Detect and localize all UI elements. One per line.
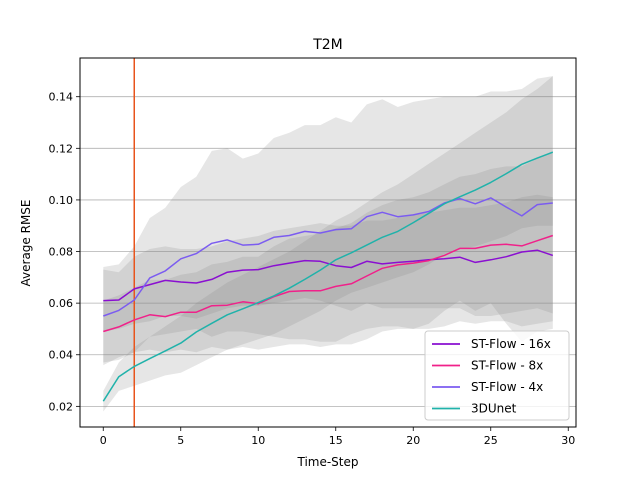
uncertainty-band — [103, 76, 553, 412]
chart-title: T2M — [312, 37, 343, 53]
series-line — [103, 249, 554, 302]
y-tick-label: 0.14 — [49, 91, 74, 104]
legend-label: ST-Flow - 8x — [471, 359, 543, 373]
x-tick-label: 0 — [100, 434, 107, 447]
series-line — [103, 234, 554, 333]
y-tick-label: 0.04 — [49, 349, 74, 362]
y-axis-ticks: 0.02 0.04 0.06 0.08 0.10 0.12 0.14 — [49, 91, 80, 413]
y-tick-label: 0.12 — [49, 142, 74, 155]
x-tick-label: 20 — [406, 434, 420, 447]
x-tick-label: 15 — [329, 434, 343, 447]
legend-label: 3DUnet — [471, 402, 517, 416]
series-line — [102, 151, 554, 402]
x-tick-label: 25 — [484, 434, 498, 447]
y-tick-label: 0.10 — [49, 194, 74, 207]
series-lines — [102, 151, 554, 402]
plot-area: 0 5 10 15 20 25 30 0.02 0.04 0.06 0.08 0.10 0.12 0.1… — [49, 57, 577, 447]
x-axis-ticks: 0 5 10 15 20 25 30 — [100, 427, 575, 447]
series-line — [103, 197, 553, 317]
y-axis-label: Average RMSE — [19, 200, 33, 287]
y-tick-label: 0.02 — [49, 400, 74, 413]
x-tick-label: 30 — [561, 434, 575, 447]
y-grid — [80, 96, 576, 407]
y-tick-label: 0.06 — [49, 297, 74, 310]
legend-box — [424, 330, 570, 421]
legend-label: ST-Flow - 16x — [471, 337, 551, 351]
legend-label: ST-Flow - 4x — [471, 380, 543, 394]
uncertainty-band — [103, 76, 553, 366]
x-tick-label: 10 — [251, 434, 265, 447]
plot-frame — [79, 57, 577, 428]
uncertainty-band — [103, 150, 553, 363]
x-axis-label: Time-Step — [296, 455, 358, 469]
legend: ST-Flow - 16x ST-Flow - 8x ST-Flow - 4x 3DU… — [424, 330, 570, 421]
x-tick-label: 5 — [177, 434, 184, 447]
y-tick-label: 0.08 — [49, 246, 74, 259]
